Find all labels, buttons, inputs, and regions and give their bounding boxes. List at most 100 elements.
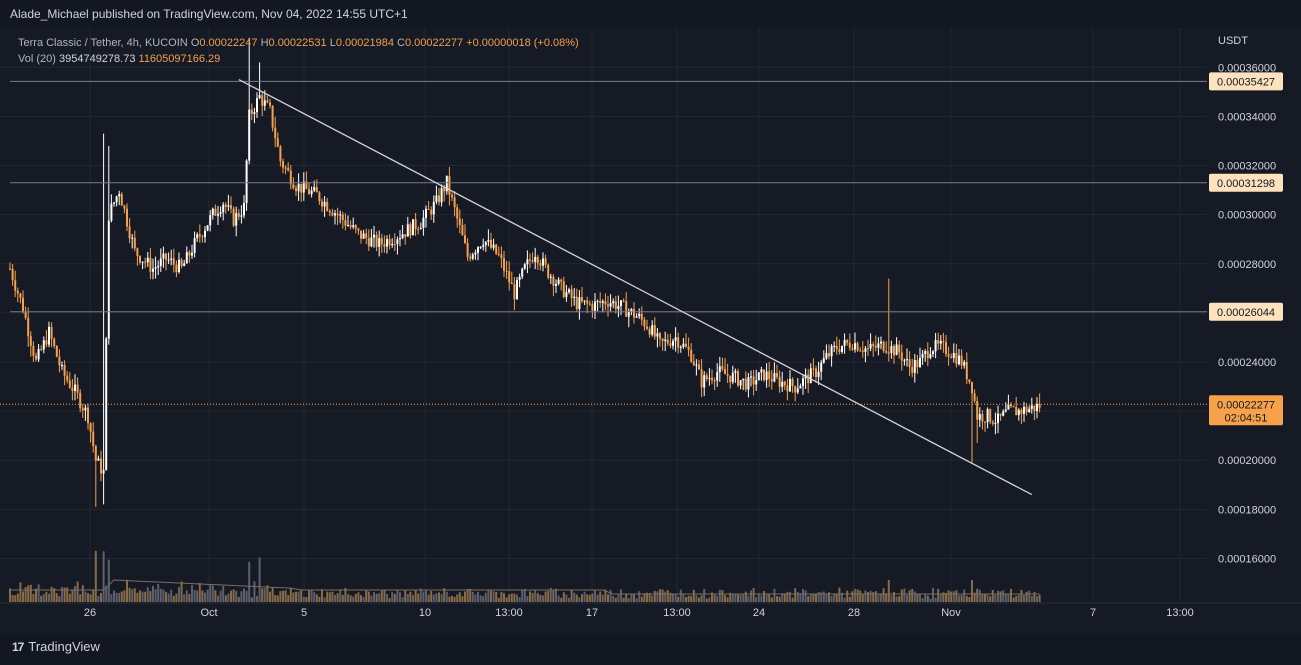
volume-bar (250, 597, 253, 602)
candle-body (609, 303, 612, 307)
candle-body (950, 356, 953, 358)
volume-bar (796, 592, 799, 602)
volume-bar (464, 591, 466, 602)
current-price-label: 0.00022277 (1217, 399, 1275, 411)
volume-bar (302, 596, 305, 602)
volume-bar (206, 589, 209, 602)
volume-bar (833, 593, 836, 602)
volume-bar (890, 595, 893, 602)
candle-body (42, 340, 45, 350)
candle-body (464, 235, 466, 243)
candle-body (453, 197, 456, 208)
candle-body (71, 387, 74, 391)
volume-bar (432, 594, 435, 602)
volume-bar (185, 590, 188, 602)
candle-body (474, 252, 477, 255)
candle-body (939, 340, 942, 344)
candle-body (414, 219, 417, 230)
candle-body (1017, 409, 1020, 416)
price-chart[interactable]: 0.00036000 0.00034000 0.00032000 0.00030000… (0, 28, 1301, 634)
candle-body (549, 276, 552, 278)
volume-bar (1025, 591, 1028, 602)
volume-bar (97, 595, 100, 602)
volume-bar (53, 588, 56, 602)
volume-bar (172, 595, 175, 602)
level-label: 0.00031298 (1217, 178, 1275, 190)
candle-body (97, 458, 100, 461)
x-tick-label: 26 (84, 607, 96, 619)
volume-bar (315, 594, 318, 602)
volume-bar (971, 580, 973, 602)
candle-body (573, 296, 576, 298)
volume-bar (487, 590, 490, 602)
candle-body (490, 239, 492, 248)
candle-body (261, 95, 264, 106)
volume-bar (48, 593, 50, 602)
volume-bar (175, 593, 178, 602)
candle-body (100, 458, 102, 474)
volume-bar (799, 593, 802, 602)
candle-body (739, 380, 742, 386)
candle-body (185, 252, 188, 264)
candle-body (258, 95, 261, 99)
candle-body (53, 338, 56, 346)
chart-area[interactable]: 0.00036000 0.00034000 0.00032000 0.00030000… (0, 28, 1301, 634)
volume-bar (289, 588, 292, 602)
candle-body (614, 301, 617, 310)
volume-bar (37, 584, 40, 602)
volume-bar (170, 589, 173, 602)
volume-bar (978, 589, 981, 602)
candle-body (768, 371, 771, 379)
volume-bar (812, 594, 815, 602)
volume-bar (224, 595, 227, 602)
volume-bar (773, 588, 776, 602)
volume-bar (84, 591, 87, 602)
volume-bars (9, 550, 1041, 602)
volume-bar (583, 591, 586, 602)
candle-body (994, 422, 997, 424)
candle-body (136, 248, 139, 257)
volume-bar (362, 597, 365, 602)
volume-bar (323, 597, 326, 602)
volume-bar (856, 589, 859, 602)
volume-bar (162, 589, 165, 602)
volume-bar (92, 589, 95, 602)
candle-body (997, 413, 999, 423)
y-tick-label: 0.00030000 (1218, 210, 1276, 222)
candle-body (747, 377, 750, 390)
volume-bar (965, 595, 968, 602)
volume-bar (651, 595, 654, 602)
candle-body (214, 208, 217, 216)
candle-body (256, 98, 258, 113)
volume-bar (139, 590, 141, 602)
candle-body (698, 364, 700, 370)
x-tick-label: 10 (419, 607, 431, 619)
candle-body (765, 371, 768, 381)
candle-body (679, 346, 682, 348)
publisher-text: Alade_Michael published on TradingView.c… (10, 7, 408, 21)
candle-body (274, 127, 277, 139)
volume-bar (677, 596, 680, 602)
candle-body (1015, 406, 1018, 416)
candle-body (417, 229, 420, 231)
volume-bar (536, 593, 539, 602)
volume-bar (456, 594, 459, 602)
candle-body (1038, 404, 1041, 409)
candle-body (1007, 404, 1010, 410)
volume-bar (674, 594, 677, 602)
candle-body (952, 352, 955, 358)
legend-low-label: L (329, 37, 336, 49)
volume-bar (817, 591, 820, 602)
tradingview-brand[interactable]: 17 TradingView (12, 639, 100, 654)
candle-body (245, 160, 248, 203)
volume-bar (336, 593, 339, 602)
volume-bar (396, 589, 399, 602)
candle-body (640, 313, 643, 320)
candle-body (266, 100, 269, 103)
volume-bar (282, 590, 284, 602)
candle-body (466, 242, 469, 257)
candle-body (191, 252, 193, 256)
volume-bar (760, 595, 763, 602)
candle-body (523, 264, 526, 269)
volume-bar (924, 593, 927, 602)
